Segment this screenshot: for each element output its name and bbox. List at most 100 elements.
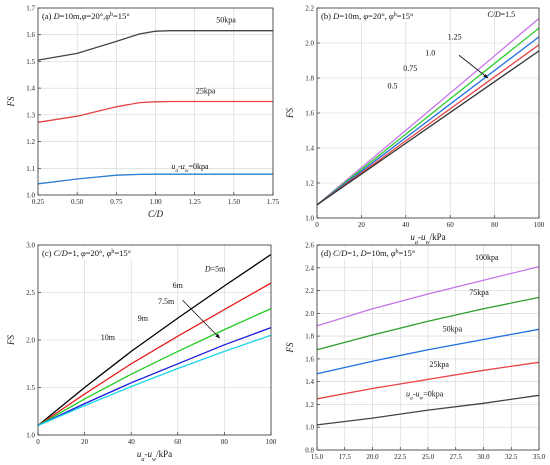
chart-title-part: φ bbox=[363, 11, 368, 21]
x-tick-label: 1.75 bbox=[267, 198, 280, 206]
x-axis-label-part: w bbox=[425, 239, 430, 246]
series-label: 9m bbox=[138, 314, 149, 323]
title-backdrop bbox=[319, 247, 417, 259]
chart-title-part: (b) bbox=[321, 11, 333, 21]
chart-title-part: φ bbox=[391, 248, 396, 258]
series-label-part: =0kpa bbox=[423, 389, 444, 398]
x-tick-label: 60 bbox=[447, 221, 455, 229]
series-label: D=5m bbox=[204, 265, 226, 274]
series-label-part: 25kpa bbox=[196, 86, 216, 95]
plot-frame bbox=[316, 7, 540, 219]
series-label-part: - bbox=[413, 389, 416, 398]
y-axis-label: FS bbox=[6, 96, 16, 107]
series-line-3 bbox=[316, 36, 540, 206]
x-tick-label: 15.0 bbox=[311, 453, 324, 461]
series-label-part: 1.0 bbox=[425, 48, 435, 57]
x-tick-label: 80 bbox=[491, 221, 499, 229]
chart-title: (b) D=10m, φ=20°, φb=15° bbox=[321, 11, 413, 21]
x-axis-label-part: u bbox=[137, 449, 142, 459]
chart-title-part: D bbox=[360, 248, 368, 258]
y-axis-label: FS bbox=[285, 108, 295, 119]
plot-frame bbox=[316, 244, 540, 451]
chart-title-part: b bbox=[394, 12, 397, 18]
series-label-part: 50kpa bbox=[216, 16, 236, 25]
y-tick-label: 1.2 bbox=[305, 180, 314, 188]
chart-title-part: =20°, bbox=[368, 11, 389, 21]
y-tick-label: 2.0 bbox=[305, 40, 314, 48]
x-tick-label: 20 bbox=[81, 438, 89, 446]
x-tick-label: 20 bbox=[358, 221, 366, 229]
x-tick-label: 30.0 bbox=[477, 453, 490, 461]
series-label-part: 10m bbox=[101, 333, 116, 342]
y-tick-label: 2.4 bbox=[305, 264, 314, 272]
title-backdrop bbox=[319, 10, 415, 22]
y-tick-label: 1.6 bbox=[26, 31, 35, 39]
x-tick-label: 35.0 bbox=[533, 453, 546, 461]
y-tick-label: 1.2 bbox=[305, 401, 314, 409]
chart-title-part: D bbox=[53, 11, 61, 21]
series-line-3 bbox=[316, 328, 540, 375]
y-tick-label: 1.4 bbox=[305, 378, 314, 386]
series-label-part: - bbox=[178, 162, 181, 171]
y-tick-label: 1.3 bbox=[26, 111, 35, 119]
series-label-part: 50kpa bbox=[443, 325, 463, 334]
chart-title: (d) C/D=1, D=10m, φb=15° bbox=[321, 248, 415, 258]
chart-title-part: =10m, bbox=[339, 11, 363, 21]
chart-title-part: C/D bbox=[54, 248, 69, 258]
chart-title-part: =15° bbox=[397, 11, 414, 21]
series-label: 10m bbox=[101, 333, 116, 342]
chart-title-part: =1, bbox=[68, 248, 81, 258]
series-label-part: 100kpa bbox=[475, 253, 499, 262]
y-tick-label: 0.8 bbox=[305, 447, 314, 455]
series-label-part: 0.75 bbox=[403, 64, 417, 73]
y-tick-label: 1.0 bbox=[305, 215, 314, 223]
y-tick-label: 1.8 bbox=[305, 75, 314, 83]
series-line-4 bbox=[37, 326, 272, 427]
x-axis-label-part: - bbox=[144, 449, 147, 459]
series-line-1 bbox=[37, 253, 272, 427]
series-line-5 bbox=[316, 394, 540, 426]
y-tick-label: 1.5 bbox=[26, 58, 35, 66]
x-tick-label: 20.0 bbox=[366, 453, 379, 461]
x-tick-label: 0 bbox=[315, 221, 319, 229]
x-axis-label-part: /kPa bbox=[156, 449, 172, 459]
x-tick-label: 100 bbox=[266, 438, 277, 446]
x-axis-label-part: u bbox=[421, 232, 426, 242]
chart-title-part: b bbox=[396, 249, 399, 255]
title-backdrop bbox=[40, 10, 132, 22]
chart-title-part: =10m, bbox=[60, 11, 82, 21]
y-tick-label: 2.5 bbox=[26, 289, 35, 297]
x-tick-label: 1.25 bbox=[189, 198, 202, 206]
chart-title: (a) D=10m,φ=20°,φb=15° bbox=[42, 11, 130, 21]
chart-title-part: φ bbox=[81, 248, 86, 258]
y-tick-label: 1.7 bbox=[26, 5, 35, 13]
x-tick-label: 32.5 bbox=[505, 453, 518, 461]
series-label-part: w bbox=[185, 168, 189, 174]
series-label-part: 0.5 bbox=[387, 82, 397, 91]
series-line-1 bbox=[316, 265, 540, 327]
y-tick-label: 1.6 bbox=[305, 110, 314, 118]
x-tick-label: 27.5 bbox=[450, 453, 463, 461]
series-label: 0.5 bbox=[387, 82, 397, 91]
series-label-part: 6m bbox=[173, 281, 184, 290]
x-axis-label: ua-uw/kPa bbox=[410, 232, 445, 246]
series-label: 1.25 bbox=[448, 33, 462, 42]
chart-title-part: =15° bbox=[114, 248, 131, 258]
series-label-part: 9m bbox=[138, 314, 149, 323]
x-axis-label-part: u bbox=[147, 449, 152, 459]
chart-title-part: φ bbox=[389, 11, 394, 21]
series-label: 75kpa bbox=[469, 288, 489, 297]
chart-title-part: φ bbox=[105, 11, 110, 21]
chart-title: (c) C/D=1, φ=20°, φb=15° bbox=[42, 248, 131, 258]
series-label: ua-uw=0kpa bbox=[406, 389, 444, 401]
series-line-2 bbox=[37, 100, 273, 123]
chart-title-part: =20°, bbox=[86, 248, 107, 258]
y-tick-label: 1.4 bbox=[26, 85, 35, 93]
series-label: ua-uw=0kpa bbox=[171, 162, 209, 174]
chart-title-part: b bbox=[110, 12, 113, 18]
series-label-part: 75kpa bbox=[469, 288, 489, 297]
x-tick-label: 25.0 bbox=[422, 453, 435, 461]
series-label-part: =5m bbox=[211, 265, 227, 274]
chart-panel-a: 0.25 0.50 0.75 1.00 1.25 1.50 1.75 1.0 1.1 1.2 1.3… bbox=[6, 5, 280, 220]
